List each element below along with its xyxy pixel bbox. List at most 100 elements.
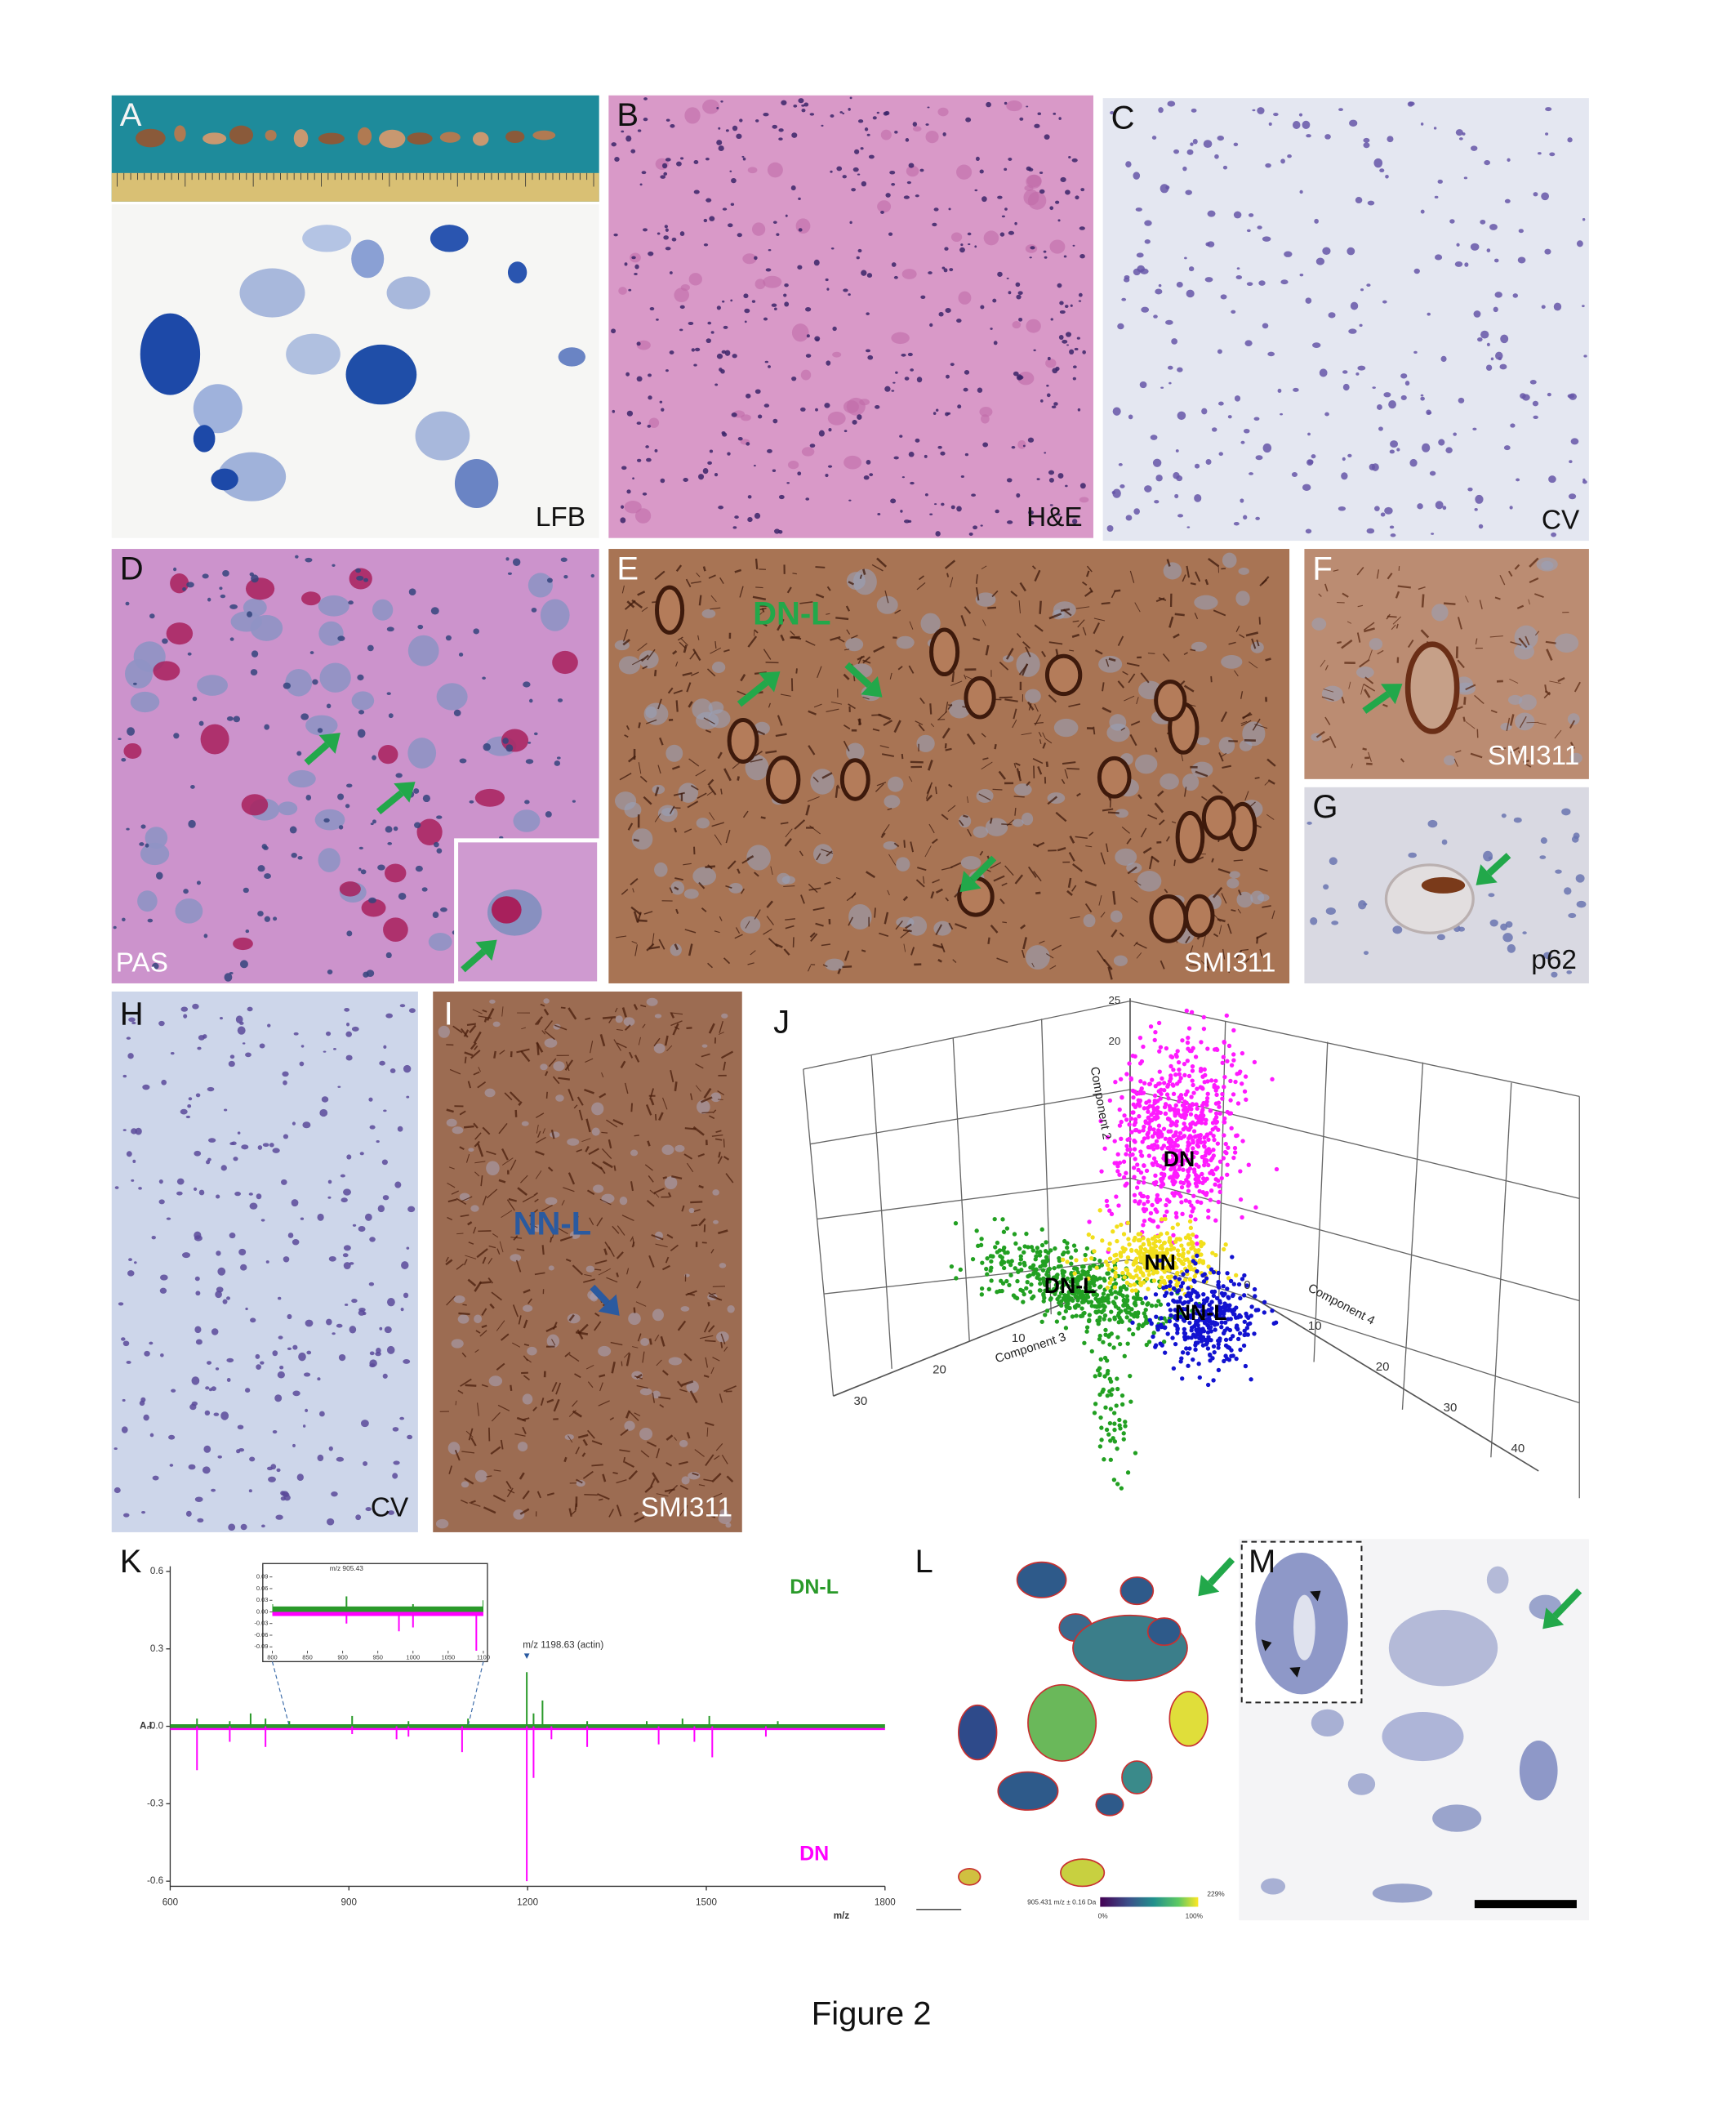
fiber [565,1258,572,1262]
fiber [642,666,648,670]
fiber [467,1278,477,1287]
cell [648,395,652,400]
fiber [500,1439,504,1450]
cell [1499,363,1507,370]
cell [1484,160,1490,166]
scatter-point [1097,1392,1102,1398]
fiber [685,1505,688,1511]
fiber [792,573,797,575]
scatter-point [1148,1210,1154,1216]
fiber [987,606,996,609]
cell [259,1043,265,1049]
scatter-point [1122,1113,1127,1118]
cell [414,822,421,828]
scatter-point [1191,1146,1195,1151]
fiber [640,1004,647,1008]
scatter-point [1121,1298,1126,1303]
scatter-point [1009,1259,1014,1264]
scatter-point [1061,1257,1066,1262]
fiber [1117,635,1124,646]
cell [709,449,714,453]
scatter-point [1188,1135,1194,1139]
cell [1541,305,1546,310]
cell [237,1026,246,1035]
neuron [766,756,801,805]
scatter-point [1043,1259,1048,1264]
cell [1079,226,1085,230]
cell [1516,478,1520,482]
scatter-point [1256,1308,1261,1313]
cell [791,376,797,381]
cell [1268,122,1272,127]
cell [1324,412,1329,417]
fiber [473,1227,477,1234]
fiber [1218,925,1222,934]
cell [432,912,439,919]
fiber [880,832,886,839]
fiber [670,1020,683,1027]
cell [1549,152,1556,157]
cell [342,1253,349,1258]
fiber [1018,663,1029,675]
scatter-point [1029,1282,1034,1287]
cell [383,1045,387,1050]
scatter-point [1174,1148,1179,1153]
cell [711,662,726,674]
cell [1207,210,1216,217]
fiber [643,911,653,915]
cell [933,207,939,212]
scatter-point [1240,1081,1244,1086]
cell [661,408,665,412]
cell [624,1420,635,1431]
cell [323,818,330,822]
fiber [612,1119,624,1126]
cell [1051,405,1057,408]
cell [328,1255,336,1262]
cell [180,1108,188,1115]
fiber [1051,944,1062,952]
fiber [821,772,833,779]
scatter-point [1130,1152,1135,1157]
cell [114,1487,121,1494]
scatter-point [1112,1315,1117,1320]
cell [326,703,332,709]
scatter-point [1225,1162,1230,1167]
scatter-point [1187,1236,1192,1242]
scatter-point [1105,1203,1110,1208]
tissue-section [558,347,586,367]
fiber [634,1135,639,1137]
fiber [546,1398,554,1403]
cell [139,1400,145,1406]
fiber [616,1479,627,1484]
cell [1034,123,1040,128]
scatter-point [1226,1145,1231,1150]
cell [545,811,552,818]
cell [907,519,912,523]
fiber [695,769,706,777]
cell [389,1068,396,1073]
cell [827,465,833,468]
fiber [739,586,744,598]
scatter-point [1174,1137,1179,1143]
cell [805,497,810,501]
fiber [866,871,876,879]
fiber [594,1313,600,1317]
scatter-point [1170,1225,1175,1230]
cell [866,133,870,136]
scatter-point [1200,1242,1204,1247]
fiber [533,1192,539,1197]
cell [786,482,790,484]
cell [338,1353,346,1362]
fiber [654,1192,660,1198]
cell [688,321,694,325]
cell [343,1188,351,1196]
cell [1314,218,1319,224]
cell [1057,283,1062,288]
cell [718,127,721,130]
cell [731,177,737,184]
scatter-point [1223,1320,1228,1325]
scatter-point [1111,1436,1115,1441]
fiber [630,1236,634,1242]
fiber [563,1456,568,1463]
cell [1463,176,1468,180]
